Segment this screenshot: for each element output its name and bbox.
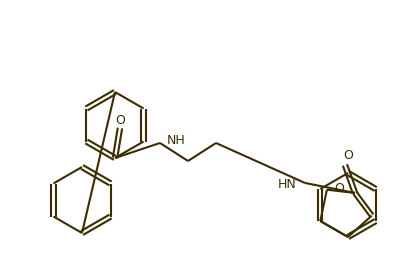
Text: O: O bbox=[334, 182, 344, 195]
Text: HN: HN bbox=[278, 179, 297, 191]
Text: NH: NH bbox=[167, 133, 186, 147]
Text: O: O bbox=[115, 114, 125, 126]
Text: O: O bbox=[343, 149, 353, 162]
